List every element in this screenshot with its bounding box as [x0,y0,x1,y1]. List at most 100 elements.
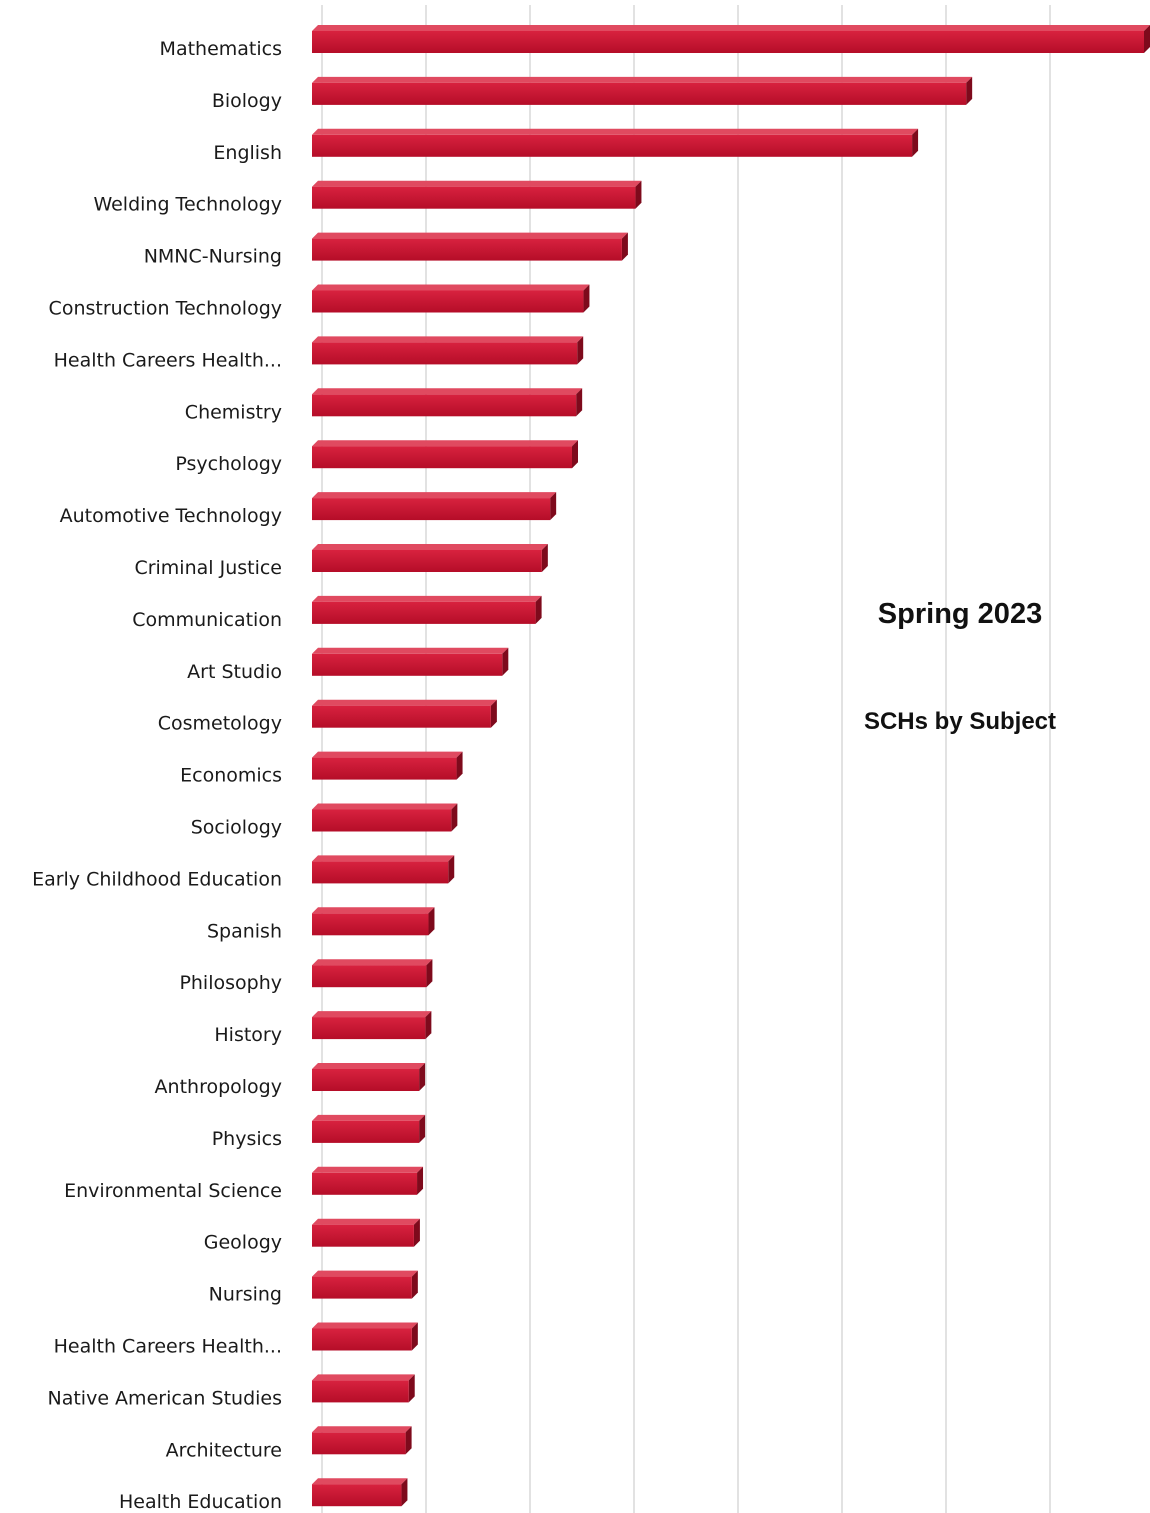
bar-side-face [541,544,548,572]
bar-front-face [312,498,551,521]
bar [312,128,919,157]
bar [312,1114,426,1143]
bar [312,1063,426,1091]
category-label: Cosmetology [158,713,282,735]
bar-side-face [413,1218,420,1247]
bar-front-face [312,550,542,572]
category-label: History [214,1024,282,1046]
bar [312,440,578,469]
category-label: Construction Technology [49,298,282,320]
bar [312,1478,408,1507]
bar-front-face [312,134,913,157]
bar [312,907,435,936]
bar-side-face [411,1322,418,1351]
bar-side-face [411,1270,418,1299]
bar-top-face [312,1270,418,1277]
bar [312,284,590,313]
category-label: Health Careers Health... [54,1336,282,1358]
bar [312,388,583,417]
category-label: Architecture [166,1439,282,1461]
bar-front-face [312,31,1144,53]
bar [312,336,584,365]
bar-front-face [312,394,577,417]
category-label: Economics [180,765,282,787]
bar-front-face [312,186,636,209]
category-label: Art Studio [187,661,282,683]
bar-side-face [912,128,919,157]
bar-side-face [417,1166,424,1195]
bar-front-face [312,1017,426,1040]
bar [312,1166,424,1195]
bar-front-face [312,1224,414,1247]
bar [312,492,557,521]
bar-front-face [312,82,967,105]
bar-side-face [408,1374,415,1403]
category-labels: Mathematics Biology English Welding Technol… [32,38,282,1513]
bar-front-face [312,861,449,884]
bar-front-face [312,913,429,936]
bar-top-face [312,647,509,654]
bar-front-face [312,757,457,780]
bar-side-face [1144,25,1150,53]
bar-front-face [312,1276,412,1299]
bar-side-face [405,1426,412,1455]
bar-front-face [312,705,491,728]
bar-side-face [448,855,455,884]
bar-front-face [312,238,622,261]
bar-side-face [502,647,509,676]
bar-top-face [312,699,497,706]
category-label: Biology [212,90,282,112]
bar-top-face [312,1166,424,1173]
bar-side-face [535,595,542,624]
bar-front-face [312,446,572,469]
category-label: Chemistry [185,401,282,423]
category-label: Health Education [119,1491,282,1513]
category-label: Communication [132,609,282,631]
bar-front-face [312,653,503,676]
bar-top-face [312,595,542,602]
bar [312,76,973,105]
bar-side-face [419,1063,426,1091]
bar [312,595,542,624]
bar [312,1218,420,1247]
bar-top-face [312,803,458,810]
category-label: Early Childhood Education [32,868,282,890]
bar-front-face [312,1069,420,1091]
bar-side-face [577,336,584,365]
bar-top-face [312,25,1150,31]
category-label: Psychology [175,453,282,475]
bar-top-face [312,751,463,758]
bar-top-face [312,1011,432,1018]
chart-subtitle: SCHs by Subject [864,708,1056,735]
bar-side-face [426,959,433,988]
bar-top-face [312,440,578,447]
category-label: Geology [204,1232,282,1254]
category-label: Philosophy [179,972,282,994]
bar-side-face [583,284,590,313]
bar [312,1374,415,1403]
bar-top-face [312,492,557,499]
bar-side-face [401,1478,408,1507]
category-label: Criminal Justice [134,557,282,579]
category-label: English [213,142,282,164]
bar-front-face [312,1484,402,1507]
bar [312,647,509,676]
bar-top-face [312,336,584,343]
bar-top-face [312,76,973,83]
bars [312,25,1150,1507]
category-label: Automotive Technology [60,505,282,527]
bar [312,699,497,728]
bar-top-face [312,855,455,862]
bar-top-face [312,907,435,914]
bar-side-face [550,492,557,521]
category-label: Health Careers Health... [54,349,282,371]
bar-front-face [312,809,452,832]
bar [312,959,433,988]
bar-top-face [312,180,642,187]
bar-side-face [572,440,578,469]
bar-front-face [312,1328,412,1351]
bar-side-face [621,232,628,261]
bar-top-face [312,1426,412,1433]
bar-side-face [428,907,435,936]
chart-title: Spring 2023 [878,598,1042,630]
